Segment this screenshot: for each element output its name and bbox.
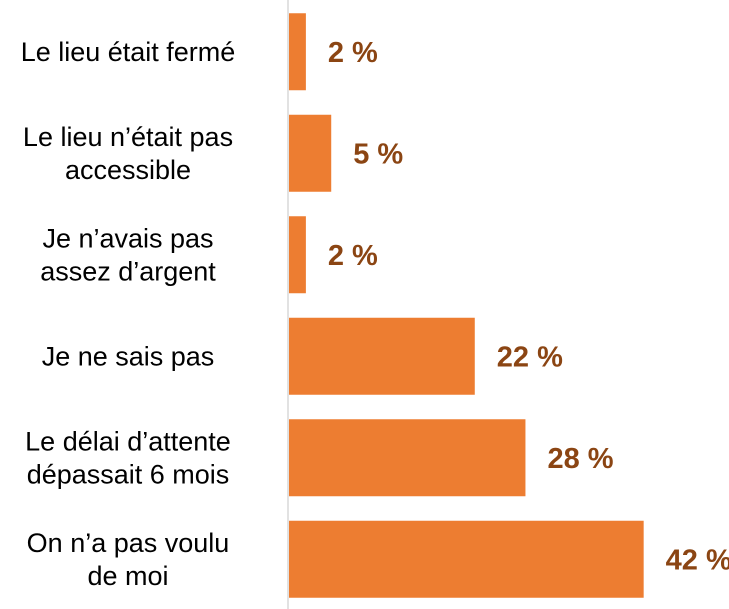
bar-2 (289, 216, 306, 294)
category-label-4: Le délai d’attente dépassait 6 mois (25, 426, 231, 489)
category-label-0: Le lieu était fermé (21, 37, 236, 67)
category-label-3: Je ne sais pas (42, 341, 215, 371)
category-label-line: Le délai d’attente (25, 426, 231, 456)
value-label-2: 2 % (328, 240, 378, 272)
category-label-1: Le lieu n’était pas accessible (23, 122, 233, 185)
category-label-line: de moi (87, 561, 168, 591)
category-label-2: Je n’avais pas assez d’argent (40, 223, 216, 286)
bar-3 (289, 317, 475, 395)
value-labels-group: 2 % 5 % 2 % 22 % 28 % 42 % (328, 37, 729, 577)
bar-5 (289, 520, 644, 598)
bar-4 (289, 419, 526, 497)
category-label-line: Le lieu n’était pas (23, 122, 233, 152)
bar-1 (289, 114, 332, 192)
category-label-line: Je n’avais pas (42, 223, 213, 253)
category-label-line: accessible (65, 155, 191, 185)
category-label-line: Je ne sais pas (42, 341, 215, 371)
category-labels-group: Le lieu était fermé Le lieu n’était pas ac… (21, 37, 236, 591)
category-label-line: Le lieu était fermé (21, 37, 236, 67)
bars-group (289, 13, 644, 598)
category-label-5: On n’a pas voulu de moi (27, 528, 230, 591)
category-label-line: dépassait 6 mois (27, 459, 230, 489)
value-label-4: 28 % (547, 443, 613, 475)
category-label-line: On n’a pas voulu (27, 528, 230, 558)
value-label-5: 42 % (666, 544, 729, 576)
value-label-1: 5 % (353, 138, 403, 170)
value-label-3: 22 % (497, 341, 563, 373)
category-label-line: assez d’argent (40, 256, 216, 286)
bar-0 (289, 13, 306, 91)
value-label-0: 2 % (328, 37, 378, 69)
